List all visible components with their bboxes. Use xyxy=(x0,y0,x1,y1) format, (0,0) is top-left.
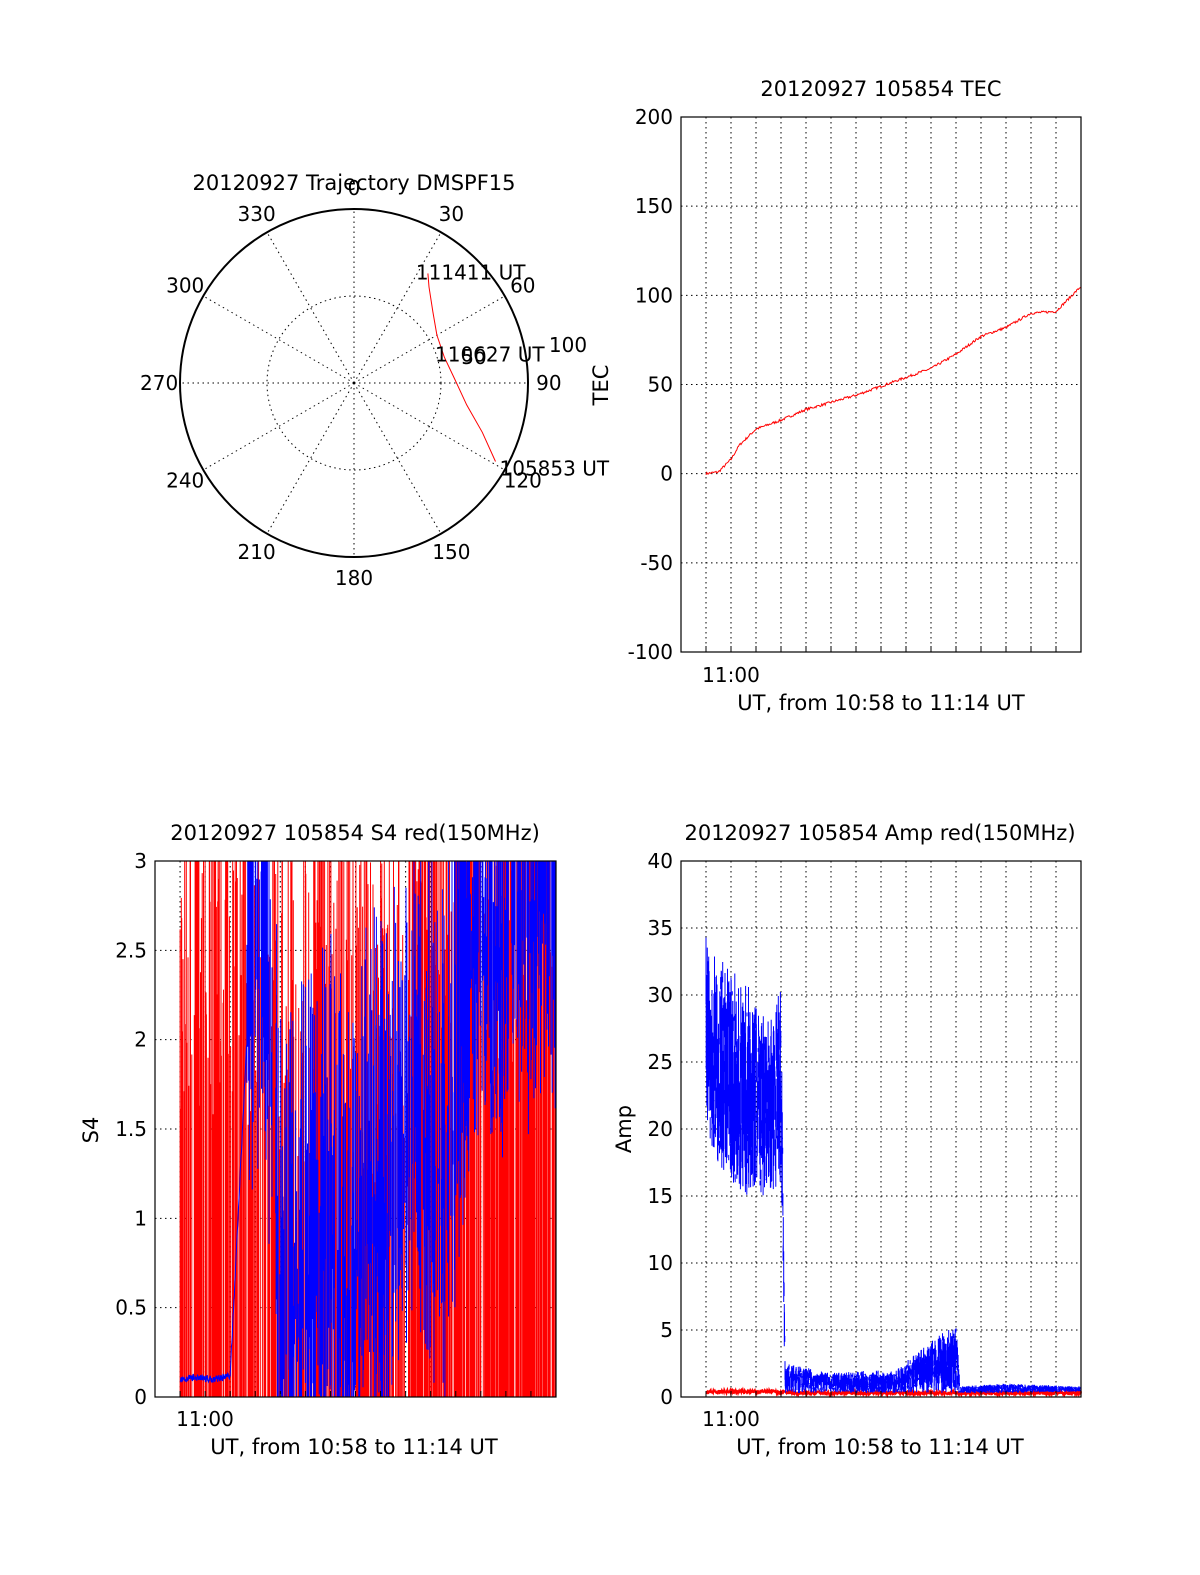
polar-spoke xyxy=(353,232,442,384)
y-tick-label: 25 xyxy=(648,1050,673,1074)
azimuth-label: 60 xyxy=(510,274,535,298)
radial-label: 100 xyxy=(549,333,587,357)
y-tick-label: 3 xyxy=(134,849,147,873)
y-tick-label: 10 xyxy=(648,1251,673,1275)
x-tick-label: 11:00 xyxy=(176,1407,234,1431)
time-annotation: 110627 UT xyxy=(435,342,545,366)
y-tick-label: 0 xyxy=(660,462,673,486)
azimuth-label: 330 xyxy=(238,202,276,226)
azimuth-label: 270 xyxy=(140,371,178,395)
s4-line-chart: 20120927 105854 S4 red(150MHz) S4 UT, fr… xyxy=(79,821,557,1459)
y-tick-label: 0 xyxy=(660,1385,673,1409)
y-tick-label: 0.5 xyxy=(115,1296,147,1320)
y-tick-label: 5 xyxy=(660,1318,673,1342)
polar-spoke xyxy=(353,295,505,384)
y-tick-label: 35 xyxy=(648,916,673,940)
y-tick-label: 2 xyxy=(134,1028,147,1052)
x-tick-label: 11:00 xyxy=(702,1407,760,1431)
polar-spoke xyxy=(353,382,505,471)
azimuth-label: 90 xyxy=(536,371,561,395)
chart-title: 20120927 105854 Amp red(150MHz) xyxy=(684,821,1075,845)
y-tick-label: -100 xyxy=(628,640,673,664)
y-axis-label: TEC xyxy=(589,365,613,407)
y-tick-label: 1 xyxy=(134,1206,147,1230)
x-axis-label: UT, from 10:58 to 11:14 UT xyxy=(737,691,1025,715)
polar-spoke xyxy=(266,382,355,534)
y-axis-label: Amp xyxy=(612,1105,636,1153)
azimuth-label: 30 xyxy=(439,202,464,226)
chart-title: 20120927 105854 S4 red(150MHz) xyxy=(170,821,540,845)
chart-title: 20120927 105854 TEC xyxy=(760,77,1001,101)
y-tick-label: 2.5 xyxy=(115,938,147,962)
azimuth-label: 150 xyxy=(432,540,470,564)
polar-ring xyxy=(266,295,442,471)
x-axis-label: UT, from 10:58 to 11:14 UT xyxy=(210,1435,498,1459)
chart-title: 20120927 Trajectory DMSPF15 xyxy=(192,171,515,195)
time-annotation: 111411 UT xyxy=(416,260,526,284)
polar-spoke xyxy=(266,232,355,384)
tec-line-chart: 20120927 105854 TEC TEC UT, from 10:58 t… xyxy=(589,77,1082,715)
tec-series-line xyxy=(705,286,1082,476)
y-tick-label: 30 xyxy=(648,983,673,1007)
s4-blue-series xyxy=(179,861,557,1397)
y-tick-label: 15 xyxy=(648,1184,673,1208)
y-tick-label: 1.5 xyxy=(115,1117,147,1141)
trajectory-line xyxy=(427,273,496,462)
amp-blue-series xyxy=(705,937,1082,1393)
x-tick-label: 11:00 xyxy=(702,663,760,687)
azimuth-label: 180 xyxy=(335,566,373,590)
azimuth-label: 120 xyxy=(504,468,542,492)
trajectory-polar-chart: 20120927 Trajectory DMSPF15 0 30 60 90 120 15… xyxy=(140,171,610,590)
y-tick-label: 40 xyxy=(648,849,673,873)
polar-spoke xyxy=(353,382,442,534)
time-annotation: 105853 UT xyxy=(500,457,610,481)
x-axis-label: UT, from 10:58 to 11:14 UT xyxy=(736,1435,1024,1459)
y-tick-label: 100 xyxy=(635,283,673,307)
azimuth-label: 300 xyxy=(166,274,204,298)
amp-line-chart: 20120927 105854 Amp red(150MHz) Amp UT, … xyxy=(612,821,1082,1459)
y-axis-label: S4 xyxy=(79,1117,103,1144)
azimuth-label: 240 xyxy=(166,468,204,492)
polar-spoke xyxy=(203,382,355,471)
y-tick-label: -50 xyxy=(640,551,673,575)
y-tick-label: 150 xyxy=(635,194,673,218)
azimuth-label: 0 xyxy=(348,176,361,200)
radial-label: 50 xyxy=(461,345,486,369)
y-tick-label: 200 xyxy=(635,105,673,129)
y-tick-label: 20 xyxy=(648,1117,673,1141)
polar-outer-circle xyxy=(179,208,529,558)
polar-spoke xyxy=(203,295,355,384)
y-tick-label: 50 xyxy=(648,373,673,397)
azimuth-label: 210 xyxy=(238,540,276,564)
y-tick-label: 0 xyxy=(134,1385,147,1409)
